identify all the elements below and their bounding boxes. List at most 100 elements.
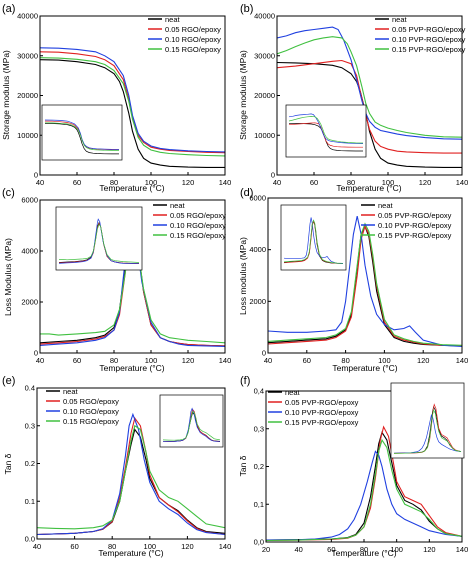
- y-tick-label-a-1: 10000: [17, 131, 38, 140]
- x-tick-label-b-3: 100: [382, 178, 395, 187]
- x-axis-label-d: Temperature (°C): [332, 363, 397, 373]
- legend-label-d-1: 0.05 PVP-RGO/epoxy: [378, 211, 452, 220]
- legend-label-e-2: 0.10 RGO/epoxy: [63, 407, 119, 416]
- inset-frame-c: [55, 206, 143, 271]
- y-tick-label-f-3: 0,3: [254, 424, 264, 433]
- x-tick-label-c-4: 120: [182, 356, 195, 365]
- legend-label-a-1: 0.05 RGO/epoxy: [165, 25, 221, 34]
- x-tick-label-d-1: 60: [303, 356, 311, 365]
- y-tick-label-d-3: 6000: [249, 194, 266, 203]
- x-tick-label-f-4: 100: [390, 545, 403, 554]
- y-tick-label-e-0: 0.0: [25, 535, 35, 544]
- legend-label-c-2: 0.10 RGO/epoxy: [170, 221, 226, 230]
- x-tick-label-f-0: 20: [262, 545, 270, 554]
- inset-d: [280, 204, 347, 271]
- series-line-e-2: [37, 412, 225, 536]
- legend-label-d-3: 0.15 PVP-RGO/epoxy: [378, 231, 452, 240]
- x-axis-label-e: Temperature (°C): [98, 548, 163, 558]
- y-tick-label-c-3: 6000: [21, 196, 38, 205]
- x-tick-label-f-3: 80: [360, 545, 368, 554]
- panel-a: (a) 40 60 80 100 120 140 0 10000 20000 30000 40000 T…: [1, 3, 231, 193]
- x-tick-label-c-0: 40: [36, 356, 44, 365]
- plot-frame-c: [39, 199, 226, 354]
- legend-label-f-3: 0.15 PVP-RGO/epoxy: [285, 418, 359, 427]
- legend-label-b-2: 0.10 PVP-RGO/epoxy: [392, 35, 466, 44]
- legend-label-a-0: neat: [165, 15, 181, 24]
- x-tick-label-c-3: 100: [145, 356, 158, 365]
- y-tick-label-c-1: 2000: [21, 298, 38, 307]
- x-tick-label-e-5: 140: [219, 542, 232, 551]
- x-tick-label-a-3: 100: [145, 178, 158, 187]
- inset-line-c-3: [59, 223, 140, 263]
- x-tick-label-b-4: 120: [419, 178, 432, 187]
- legend-label-f-2: 0.10 PVP-RGO/epoxy: [285, 408, 359, 417]
- inset-b: [285, 104, 367, 158]
- y-tick-label-f-4: 0,4: [254, 387, 264, 396]
- inset-line-a-0: [44, 123, 119, 155]
- x-tick-label-c-1: 60: [73, 356, 81, 365]
- legend-label-a-2: 0.10 RGO/epoxy: [165, 35, 221, 44]
- x-tick-label-a-4: 120: [182, 178, 195, 187]
- inset-c: [55, 206, 143, 271]
- x-tick-label-d-3: 100: [378, 356, 391, 365]
- series-group-d: [268, 215, 462, 348]
- legend-label-e-3: 0.15 RGO/epoxy: [63, 417, 119, 426]
- series-line-a-0: [40, 59, 225, 168]
- x-tick-label-b-2: 80: [347, 178, 355, 187]
- panel-label-a: (a): [2, 3, 15, 15]
- legend-label-d-0: neat: [378, 201, 394, 210]
- x-tick-label-d-2: 80: [341, 356, 349, 365]
- panel-d: (d) 40 60 80 100 120 140 0 2000 4000 6000 Temperatu…: [238, 187, 468, 373]
- inset-frame-e: [159, 394, 224, 448]
- panel-label-c: (c): [2, 187, 15, 199]
- panel-label-e: (e): [2, 375, 15, 387]
- x-tick-label-a-0: 40: [36, 178, 44, 187]
- x-tick-label-f-2: 60: [327, 545, 335, 554]
- y-tick-label-a-3: 30000: [17, 51, 38, 60]
- series-line-d-3: [268, 222, 462, 346]
- y-tick-label-a-2: 20000: [17, 91, 38, 100]
- y-tick-label-c-0: 0: [34, 349, 38, 358]
- legend-label-b-1: 0.05 PVP-RGO/epoxy: [392, 25, 466, 34]
- panel-e: (e) 40 60 80 100 120 140 0.0 0.1 0.2 0.3 0.4 Tempera…: [2, 375, 231, 558]
- y-tick-label-e-1: 0.1: [25, 497, 35, 506]
- x-tick-label-a-5: 140: [219, 178, 232, 187]
- legend-label-d-2: 0.10 PVP-RGO/epoxy: [378, 221, 452, 230]
- y-tick-label-d-1: 2000: [249, 297, 266, 306]
- y-tick-label-f-1: 0,1: [254, 500, 264, 509]
- legend-label-b-0: neat: [392, 15, 408, 24]
- x-tick-label-f-6: 140: [456, 545, 469, 554]
- legend-label-a-3: 0.15 RGO/epoxy: [165, 45, 221, 54]
- x-tick-label-d-0: 40: [264, 356, 272, 365]
- x-tick-label-b-0: 40: [273, 178, 281, 187]
- y-tick-label-b-3: 30000: [254, 51, 275, 60]
- series-line-d-1: [268, 224, 462, 347]
- inset-line-b-2: [288, 113, 364, 144]
- plot-frame-d: [267, 197, 463, 354]
- x-tick-label-c-2: 80: [110, 356, 118, 365]
- series-line-b-3: [277, 36, 462, 138]
- y-tick-label-b-2: 20000: [254, 91, 275, 100]
- x-tick-label-e-1: 60: [70, 542, 78, 551]
- y-tick-label-f-2: 0,2: [254, 462, 264, 471]
- legend-label-f-1: 0.05 PVP-RGO/epoxy: [285, 398, 359, 407]
- y-tick-label-e-3: 0.3: [25, 421, 35, 430]
- panel-label-f: (f): [240, 375, 250, 387]
- inset-e: [159, 394, 224, 448]
- legend-label-b-3: 0.15 PVP-RGO/epoxy: [392, 45, 466, 54]
- y-tick-label-e-4: 0.4: [25, 384, 35, 393]
- series-group-b: [277, 26, 462, 168]
- series-line-f-3: [266, 438, 462, 542]
- y-axis-label-a: Storage modulus (MPa): [1, 50, 11, 140]
- series-line-d-0: [268, 225, 462, 347]
- x-tick-label-e-4: 120: [181, 542, 194, 551]
- series-line-a-2: [40, 47, 225, 153]
- series-line-f-2: [266, 450, 462, 541]
- legend-label-c-0: neat: [170, 201, 186, 210]
- inset-frame-d: [280, 204, 347, 271]
- x-tick-label-e-3: 100: [144, 542, 157, 551]
